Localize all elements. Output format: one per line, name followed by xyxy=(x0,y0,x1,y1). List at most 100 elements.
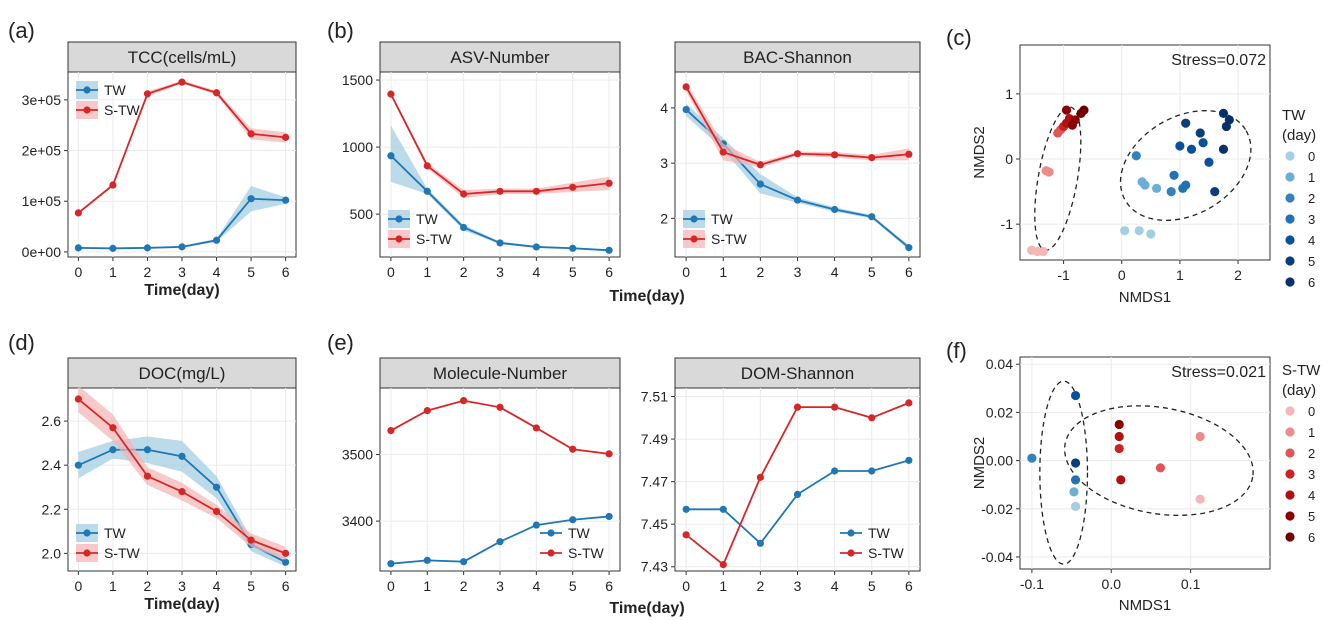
legend-label: 3 xyxy=(1308,212,1315,227)
point-TW xyxy=(109,244,117,252)
y-axis-label: NMDS2 xyxy=(971,126,988,179)
xtick-label: 5 xyxy=(247,578,255,594)
point-S-TW xyxy=(719,148,727,156)
scatter-point xyxy=(1069,487,1079,497)
point-TW xyxy=(387,560,395,568)
scatter-point xyxy=(1079,105,1089,115)
scatter-point xyxy=(1140,180,1150,190)
xtick-label: 5 xyxy=(868,578,876,594)
point-TW xyxy=(905,456,913,464)
panel-label-5: (f) xyxy=(946,338,967,363)
strip-e1 xyxy=(379,357,621,389)
strip-title-d: DOC(mg/L) xyxy=(139,364,226,383)
legend-key-point xyxy=(395,235,403,243)
point-S-TW xyxy=(178,78,186,86)
scatter-point xyxy=(1218,144,1229,154)
point-TW xyxy=(905,244,913,252)
point-S-TW xyxy=(682,83,690,91)
scatter-point xyxy=(1195,128,1205,138)
ytick-label: 500 xyxy=(350,206,374,222)
point-S-TW xyxy=(387,426,395,435)
scatter-point xyxy=(1186,144,1197,154)
scatter-point xyxy=(1116,475,1126,485)
xtick-label: 3 xyxy=(794,578,802,594)
ytick-label: -0.02 xyxy=(981,501,1013,517)
xtick-label: 2 xyxy=(144,264,152,280)
chart-a: TCC(cells/mL) 0 1 2 3 4 5 6 0e+00 1e+05 2e+05 3e+05… xyxy=(22,41,297,299)
ytick-label: 2.6 xyxy=(42,413,62,429)
xtick-label: 3 xyxy=(178,264,186,280)
chart-c: -1 0 1 2 -1 0 1 Stress=0.072 NMDS1 NMDS2 TW (day) 0 1… xyxy=(971,44,1316,306)
band-TW xyxy=(78,186,286,250)
xtick-label: 3 xyxy=(496,578,504,594)
ytick-label: -1 xyxy=(1001,216,1014,232)
xtick-label: 0 xyxy=(387,578,395,594)
legend-label: 4 xyxy=(1308,488,1315,503)
band-S-TW xyxy=(686,82,909,168)
legend-title: (day) xyxy=(1282,382,1316,399)
xtick-label: 4 xyxy=(532,578,540,594)
xtick-label: 4 xyxy=(532,264,540,280)
point-TW xyxy=(868,213,876,221)
point-TW xyxy=(212,236,221,244)
xtick-label: 0 xyxy=(74,578,82,594)
xtick-label: 0 xyxy=(387,264,395,280)
scatter-point xyxy=(1181,180,1191,190)
strip-d xyxy=(67,357,297,389)
point-S-TW xyxy=(569,445,577,453)
point-S-TW xyxy=(905,150,913,158)
legend-label-S-TW: S-TW xyxy=(868,545,905,561)
legend-label-TW: TW xyxy=(104,525,127,541)
point-S-TW xyxy=(460,190,468,198)
scatter-point xyxy=(1218,108,1229,119)
xtick-label: 4 xyxy=(213,578,221,594)
legend-title: TW xyxy=(1282,107,1306,124)
point-TW xyxy=(387,152,395,160)
point-TW xyxy=(756,180,764,188)
legend-key xyxy=(1285,511,1295,521)
confidence-ellipse xyxy=(1063,405,1254,516)
point-S-TW xyxy=(143,90,152,98)
point-TW xyxy=(496,538,504,546)
ytick-label: 2.2 xyxy=(42,501,62,517)
point-TW xyxy=(460,223,468,232)
xtick-label: 0.1 xyxy=(1181,576,1201,592)
point-S-TW xyxy=(682,531,690,539)
point-S-TW xyxy=(282,549,290,557)
point-S-TW xyxy=(247,130,255,138)
chart-f: -0.1 0.0 0.1 -0.04 -0.02 0.00 0.02 0.04 Stress=0… xyxy=(971,356,1321,614)
point-TW xyxy=(496,239,504,247)
scatter-point xyxy=(1195,431,1205,442)
point-TW xyxy=(756,539,764,547)
ytick-label: 2e+05 xyxy=(22,143,62,159)
point-S-TW xyxy=(532,187,540,195)
legend-label-S-TW: S-TW xyxy=(104,545,141,561)
shared-x-axis-label-0: Time(day) xyxy=(609,288,684,305)
point-TW xyxy=(143,244,152,252)
ytick-label: 3 xyxy=(660,155,668,171)
point-TW xyxy=(569,516,577,524)
xtick-label: 6 xyxy=(282,264,290,280)
legend-key-point xyxy=(690,215,698,223)
strip-a xyxy=(67,41,297,73)
stress-annotation: Stress=0.021 xyxy=(1171,364,1266,381)
xtick-label: 0 xyxy=(682,264,690,280)
scatter-point xyxy=(1152,183,1162,193)
xtick-label: 1 xyxy=(423,578,431,594)
ytick-label: 7.43 xyxy=(641,559,668,575)
point-TW xyxy=(831,205,839,214)
ytick-label: 7.49 xyxy=(641,431,668,447)
xtick-label: 3 xyxy=(496,264,504,280)
ytick-label: 4 xyxy=(660,100,668,116)
legend-label: 6 xyxy=(1308,530,1315,545)
legend-label: 5 xyxy=(1308,254,1315,269)
point-TW xyxy=(212,483,221,491)
point-S-TW xyxy=(605,179,613,187)
stress-annotation: Stress=0.072 xyxy=(1171,52,1266,69)
strip-title-e1: Molecule-Number xyxy=(433,364,567,383)
x-axis-label: NMDS1 xyxy=(1119,289,1172,306)
legend-key xyxy=(1285,151,1295,161)
xtick-label: 2 xyxy=(460,578,468,594)
x-axis-label: Time(day) xyxy=(144,282,219,299)
